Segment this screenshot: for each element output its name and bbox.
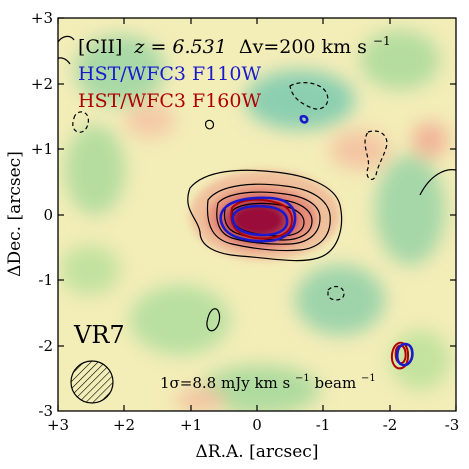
y-tick-label: +1 (31, 140, 53, 158)
y-tick-label: -1 (38, 271, 53, 289)
y-tick-label: +3 (31, 9, 53, 27)
legend-blue: HST/WFC3 F110W (78, 63, 261, 85)
source-name: VR7 (73, 321, 125, 349)
velocity-exponent: −1 (373, 34, 391, 48)
line-prefix: [CII] (78, 36, 122, 58)
noise-exp1: −1 (295, 373, 310, 384)
noise-prefix: 1σ=8.8 mJy km s (160, 374, 290, 392)
beam-ellipse (70, 360, 114, 404)
x-tick-label: -3 (445, 416, 460, 434)
negative-contours (72, 82, 388, 301)
x-axis-title: ΔR.A. [arcsec] (196, 442, 319, 462)
x-tick-label: -1 (316, 416, 331, 434)
x-tick-label: +2 (113, 416, 135, 434)
x-tick-labels: +3 +2 +1 0 -1 -2 -3 (47, 416, 459, 434)
line-annotation: [CII] z = 6.531 Δv=200 km s −1 (78, 34, 391, 58)
noise-mid: beam (315, 374, 357, 392)
x-tick-label: +3 (47, 416, 69, 434)
noise-exp2: −1 (361, 373, 376, 384)
x-ticks (57, 18, 457, 411)
y-axis-title: ΔDec. [arcsec] (5, 151, 25, 277)
y-tick-label: +2 (31, 75, 53, 93)
y-tick-labels: +3 +2 +1 0 -1 -2 -3 (31, 9, 53, 420)
y-ticks (58, 17, 456, 347)
y-tick-label: 0 (43, 206, 53, 224)
redshift-label: z = 6.531 (133, 36, 226, 58)
y-tick-label: -3 (38, 402, 53, 420)
x-tick-label: -2 (383, 416, 398, 434)
y-tick-label: -2 (38, 337, 53, 355)
noise-annotation: 1σ=8.8 mJy km s −1 beam −1 (160, 367, 376, 392)
hst-f110w-contours (219, 114, 414, 367)
velocity-label: Δv=200 km s (239, 36, 367, 58)
x-tick-label: 0 (252, 416, 262, 434)
legend-red: HST/WFC3 F160W (78, 90, 261, 112)
intensity-map (58, 18, 456, 411)
x-tick-label: +1 (180, 416, 202, 434)
